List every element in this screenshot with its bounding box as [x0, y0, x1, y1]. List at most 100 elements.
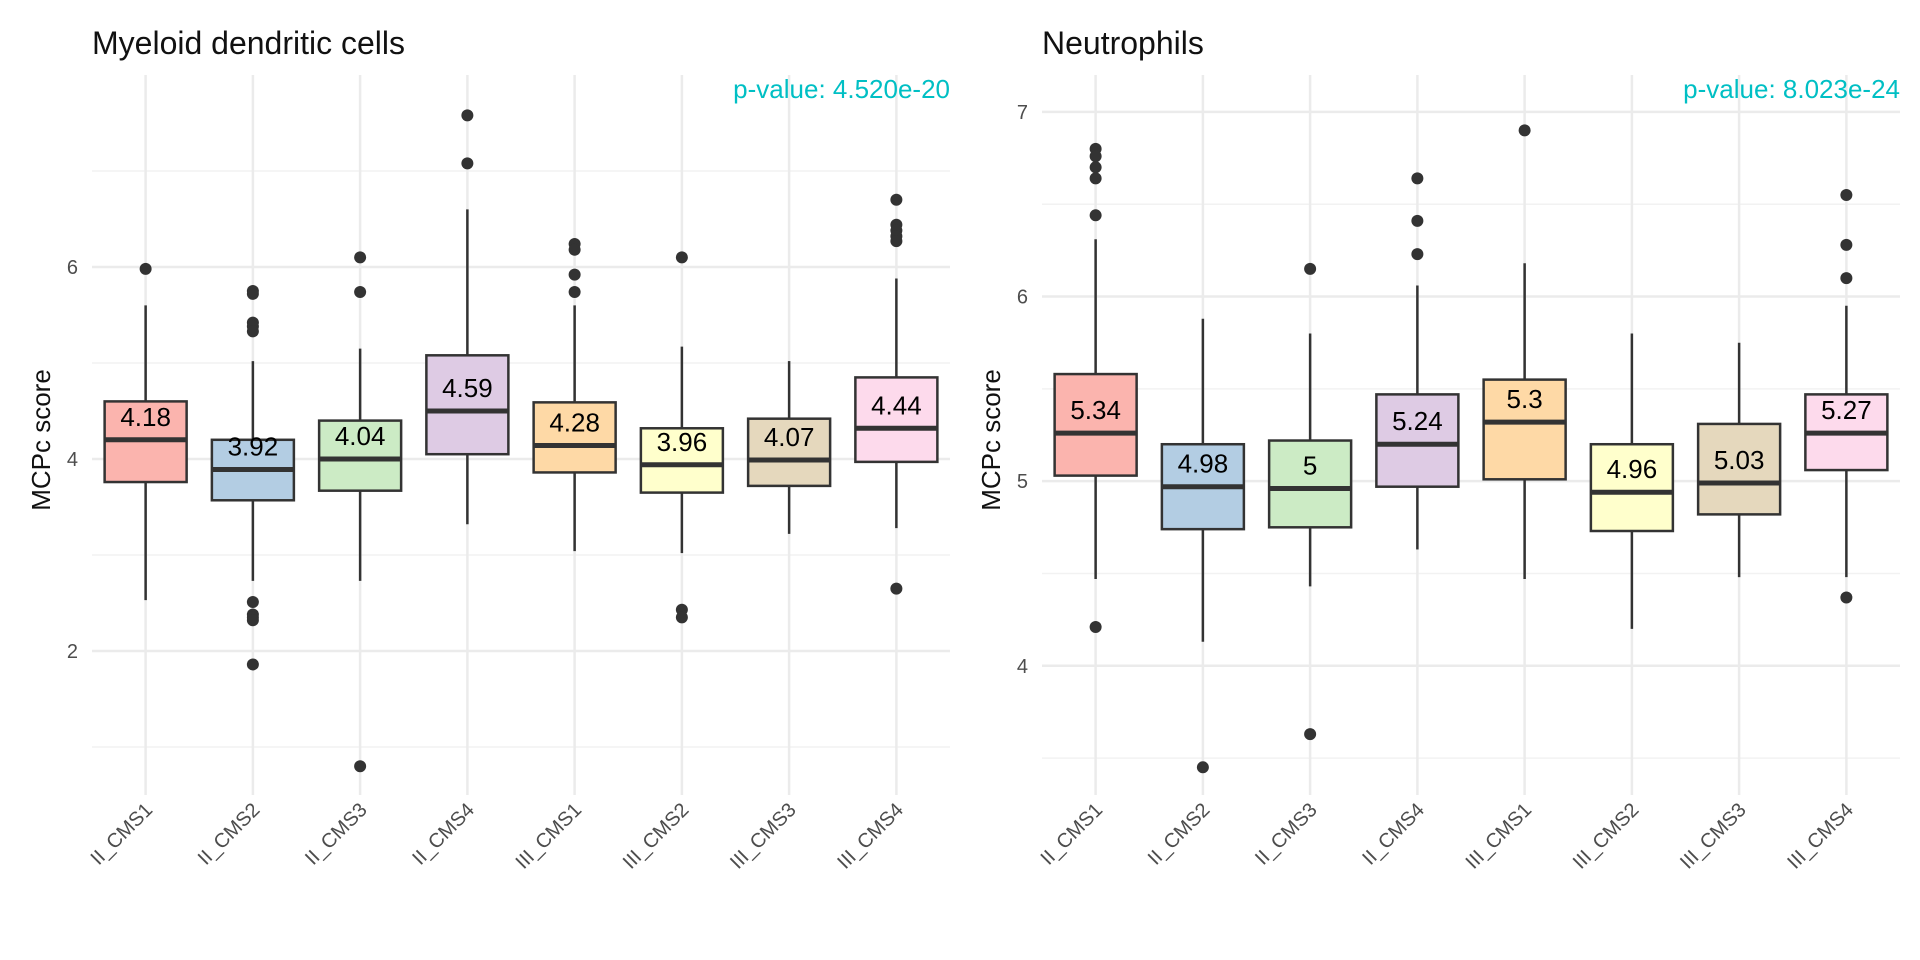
panel-title: Neutrophils	[1042, 25, 1204, 61]
outlier-point	[354, 285, 367, 298]
median-value-label: 4.04	[335, 421, 386, 451]
box-II_CMS1: 5.34	[1053, 142, 1138, 633]
outlier-point	[1196, 761, 1209, 774]
box-III_CMS2: 3.96	[639, 251, 725, 624]
panel-neutrophils: Neutrophils MCPc score 4 5 6 7 5.34 4.98 5 5.24…	[976, 25, 1900, 873]
box-II_CMS3: 4.04	[317, 251, 403, 773]
median-value-label: 4.07	[764, 422, 815, 452]
outlier-point	[1089, 209, 1102, 222]
y-axis-label: MCPc score	[976, 369, 1006, 511]
outlier-point	[246, 287, 259, 300]
x-tick-label: II_CMS2	[194, 799, 265, 870]
y-tick-label: 2	[67, 641, 78, 663]
interquartile-box	[854, 376, 939, 464]
panel-title: Myeloid dendritic cells	[92, 25, 405, 61]
box-II_CMS4: 4.59	[425, 109, 510, 525]
box-II_CMS1: 4.18	[103, 262, 188, 601]
median-value-label: 3.92	[228, 432, 279, 462]
box-III_CMS1: 5.3	[1482, 124, 1567, 579]
outlier-point	[1089, 172, 1102, 185]
median-value-label: 4.59	[442, 373, 493, 403]
box-II_CMS2: 4.98	[1160, 318, 1246, 774]
outlier-point	[246, 614, 259, 627]
median-value-label: 4.44	[871, 390, 922, 420]
median-value-label: 5.24	[1392, 406, 1443, 436]
x-tick-label: II_CMS3	[301, 799, 372, 870]
median-value-label: 4.98	[1178, 449, 1229, 479]
interquartile-box	[425, 354, 510, 456]
median-value-label: 5	[1303, 451, 1317, 481]
x-tick-label: III_CMS3	[1676, 799, 1751, 874]
x-tick-label: III_CMS2	[619, 799, 694, 874]
outlier-point	[1304, 262, 1317, 275]
box-III_CMS1: 4.28	[532, 237, 617, 552]
box-II_CMS3: 5	[1267, 262, 1353, 741]
outlier-point	[1304, 728, 1317, 741]
box-III_CMS3: 5.03	[1696, 342, 1782, 578]
outlier-point	[890, 235, 903, 248]
interquartile-box	[639, 427, 725, 494]
outlier-point	[1411, 248, 1424, 261]
x-tick-label: III_CMS1	[512, 799, 587, 874]
p-value-annotation: p-value: 4.520e-20	[733, 74, 950, 104]
outlier-point	[354, 760, 367, 773]
panel-myeloid-dendritic-cells: Myeloid dendritic cells MCPc score 2 4 6 4.…	[26, 25, 950, 873]
box-III_CMS4: 5.27	[1804, 189, 1889, 604]
box-III_CMS4: 4.44	[854, 193, 939, 595]
interquartile-box	[746, 417, 832, 488]
box-II_CMS2: 3.92	[210, 285, 296, 671]
y-tick-label: 4	[67, 449, 78, 471]
outlier-point	[246, 658, 259, 671]
median-value-label: 5.34	[1070, 395, 1121, 425]
outlier-point	[1411, 214, 1424, 227]
outlier-point	[1411, 172, 1424, 185]
interquartile-box	[1053, 372, 1138, 477]
x-tick-label: III_CMS1	[1462, 799, 1537, 874]
x-tick-label: II_CMS3	[1251, 799, 1322, 870]
y-tick-label: 4	[1017, 656, 1028, 678]
outlier-point	[1089, 161, 1102, 174]
plot-area: 2 4 6 4.18 3.92 4.04 4.59 4.28 3.96 4.07 4.44 II_CM…	[67, 75, 950, 873]
outlier-point	[890, 582, 903, 595]
x-tick-label: III_CMS3	[726, 799, 801, 874]
median-value-label: 4.28	[549, 408, 600, 438]
y-tick-label: 6	[1017, 287, 1028, 309]
x-tick-label: III_CMS2	[1569, 799, 1644, 874]
median-value-label: 5.03	[1714, 445, 1765, 475]
x-tick-label: II_CMS4	[408, 799, 479, 870]
outlier-point	[1089, 621, 1102, 633]
x-tick-label: II_CMS1	[1037, 799, 1108, 870]
interquartile-box	[532, 401, 617, 474]
median-value-label: 5.27	[1821, 395, 1872, 425]
y-tick-label: 5	[1017, 471, 1028, 493]
outlier-point	[1840, 591, 1853, 604]
outlier-point	[890, 193, 903, 206]
y-tick-label: 7	[1017, 102, 1028, 124]
outlier-point	[139, 262, 152, 275]
p-value-annotation: p-value: 8.023e-24	[1683, 74, 1900, 104]
x-tick-label: III_CMS4	[833, 799, 908, 874]
outlier-point	[354, 251, 367, 264]
outlier-point	[568, 285, 581, 298]
plot-area: 4 5 6 7 5.34 4.98 5 5.24 5.3 4.96 5.03 5.27 II_CMS1 I…	[1017, 75, 1900, 873]
x-tick-label: II_CMS1	[87, 799, 158, 870]
outlier-point	[1089, 150, 1102, 163]
x-tick-label: II_CMS4	[1358, 799, 1429, 870]
outlier-point	[568, 243, 581, 256]
x-tick-label: II_CMS2	[1144, 799, 1215, 870]
x-tick-label: III_CMS4	[1783, 799, 1858, 874]
outlier-point	[246, 325, 259, 338]
median-value-label: 4.96	[1607, 454, 1658, 484]
outlier-point	[1840, 238, 1853, 251]
median-value-label: 3.96	[657, 427, 708, 457]
y-tick-label: 6	[67, 257, 78, 279]
outlier-point	[1840, 189, 1853, 201]
outlier-point	[1518, 124, 1531, 137]
box-III_CMS3: 4.07	[746, 361, 832, 534]
outlier-point	[675, 611, 688, 624]
interquartile-box	[1482, 378, 1567, 481]
outlier-point	[461, 157, 474, 170]
median-value-label: 4.18	[120, 402, 171, 432]
